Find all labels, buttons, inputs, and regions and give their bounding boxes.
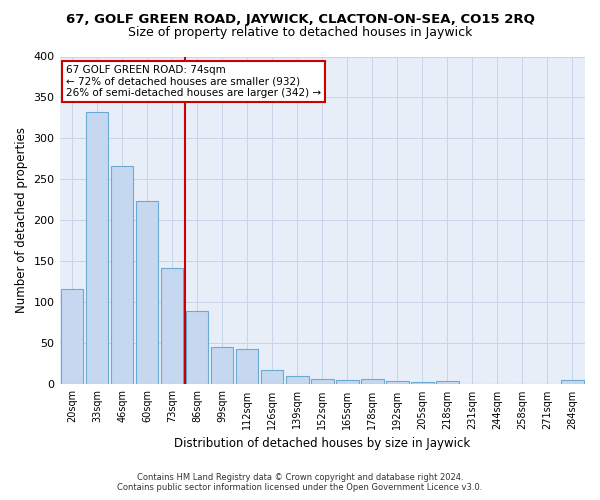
Bar [336, 380, 359, 384]
Bar [136, 201, 158, 384]
Bar [361, 378, 383, 384]
Bar [286, 376, 308, 384]
Bar [211, 346, 233, 385]
Bar [111, 166, 133, 384]
Bar [161, 268, 184, 384]
Bar [386, 381, 409, 384]
Y-axis label: Number of detached properties: Number of detached properties [15, 128, 28, 314]
Bar [311, 378, 334, 384]
Text: Size of property relative to detached houses in Jaywick: Size of property relative to detached ho… [128, 26, 472, 39]
Bar [261, 370, 283, 384]
Text: Contains HM Land Registry data © Crown copyright and database right 2024.
Contai: Contains HM Land Registry data © Crown c… [118, 473, 482, 492]
Bar [411, 382, 434, 384]
Bar [86, 112, 109, 384]
Bar [236, 349, 259, 384]
Bar [436, 381, 458, 384]
X-axis label: Distribution of detached houses by size in Jaywick: Distribution of detached houses by size … [174, 437, 470, 450]
Bar [186, 310, 208, 384]
Bar [61, 288, 83, 384]
Bar [561, 380, 584, 384]
Text: 67 GOLF GREEN ROAD: 74sqm
← 72% of detached houses are smaller (932)
26% of semi: 67 GOLF GREEN ROAD: 74sqm ← 72% of detac… [66, 64, 321, 98]
Text: 67, GOLF GREEN ROAD, JAYWICK, CLACTON-ON-SEA, CO15 2RQ: 67, GOLF GREEN ROAD, JAYWICK, CLACTON-ON… [65, 12, 535, 26]
